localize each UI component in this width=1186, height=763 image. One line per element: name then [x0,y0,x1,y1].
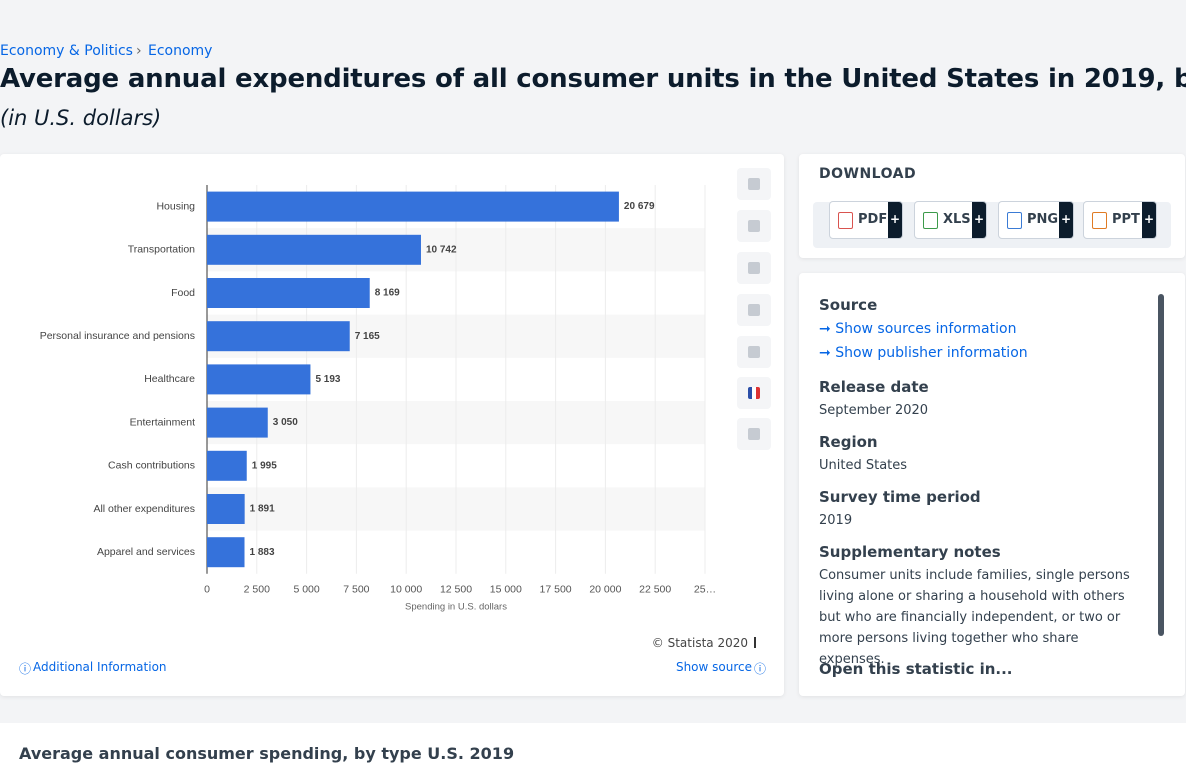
page-title: Average annual expenditures of all consu… [0,64,1186,94]
show-source-link[interactable]: Show source [675,660,752,674]
x-tick-label: 20 000 [589,584,621,596]
additional-info-link[interactable]: Additional Information [33,660,167,674]
bar [207,494,245,524]
info-icon: ⓘ [19,662,32,676]
data-label: 5 193 [315,374,340,385]
scrollbar[interactable] [1158,294,1164,636]
button-label: XLS [943,212,971,227]
x-tick-label: 17 500 [540,584,572,596]
breadcrumb-link[interactable]: Economy & Politics [0,43,133,59]
breadcrumb-separator: › [136,43,142,59]
x-tick-label: 15 000 [490,584,522,596]
button-label: PDF [858,212,888,227]
data-label: 20 679 [624,201,655,212]
detail-text: September 2020 [819,403,929,418]
button-label: PPT [1112,212,1140,227]
print-button[interactable] [737,418,771,450]
detail-text: United States [819,458,908,473]
detail-heading: Region [819,433,878,451]
publisher-link[interactable]: ➞ Show publisher information [819,345,1028,361]
x-tick-label: 2 500 [244,584,270,596]
x-tick-label: 25… [694,584,716,596]
info-icon: ⓘ [753,662,766,676]
favorite-button[interactable] [737,168,771,200]
download-button[interactable]: PDF + [829,201,903,239]
share-button[interactable] [737,294,771,326]
detail-text: 2019 [819,513,853,528]
file-icon [923,212,938,229]
related-title[interactable]: Average annual consumer spending, by typ… [19,744,515,763]
link-text[interactable]: Show publisher information [835,345,1028,361]
flag-icon[interactable] [754,637,766,648]
x-axis-label: Spending in U.S. dollars [405,601,507,612]
chart-card: 0 2 500 5 000 7 500 10 000 12 500 15 000 17 500… [0,154,784,696]
x-tick-label: 7 500 [343,584,369,596]
x-tick-label: 12 500 [440,584,472,596]
download-title: DOWNLOAD [819,166,917,182]
page-subtitle: (in U.S. dollars) [0,106,162,130]
language-button[interactable] [737,377,771,409]
alert-button[interactable] [737,210,771,242]
plus[interactable]: + [888,202,902,238]
y-tick-label: Entertainment [130,416,195,428]
x-tick-label: 0 [204,584,210,596]
details-card: Source ➞ Show sources information ➞ Show… [799,273,1185,696]
button-label: PNG [1027,212,1059,227]
data-label: 1 883 [250,547,275,558]
bar [207,278,370,308]
settings-button[interactable] [737,252,771,284]
data-label: 8 169 [375,288,400,299]
download-card: DOWNLOAD PDF + XLS + PNG + PPT + [799,154,1185,258]
bar [207,321,350,352]
plus[interactable]: + [1059,202,1073,238]
related-card [0,723,1186,763]
breadcrumb-link[interactable]: Economy [148,43,213,59]
detail-heading: Supplementary notes [819,543,1001,561]
download-button[interactable]: PPT + [1083,201,1157,239]
y-tick-label: Cash contributions [108,460,195,472]
x-tick-label: 22 500 [639,584,671,596]
sources-link[interactable]: ➞ Show sources information [819,321,1017,337]
y-tick-label: Healthcare [144,373,195,385]
download-button[interactable]: XLS + [914,201,987,239]
x-tick-label: 10 000 [390,584,422,596]
file-icon [838,212,853,229]
data-label: 10 742 [426,244,457,255]
y-tick-label: Personal insurance and pensions [40,330,195,342]
file-icon [1092,212,1107,229]
open-heading: Open this statistic in... [819,660,1013,677]
data-label: 3 050 [273,417,298,428]
source-heading: Source [819,296,878,314]
data-label: 1 995 [252,460,277,471]
x-tick-label: 5 000 [293,584,319,596]
plus[interactable]: + [972,202,986,238]
bar [207,450,247,481]
link-text[interactable]: Show sources information [835,321,1017,337]
bar [207,191,619,222]
detail-heading: Release date [819,378,929,396]
chart: 0 2 500 5 000 7 500 10 000 12 500 15 000 17 500… [40,185,716,612]
data-label: 1 891 [250,504,275,515]
y-tick-label: Transportation [128,244,195,256]
bar [207,364,311,395]
copyright: © Statista 2020 [651,636,748,650]
y-tick-label: All other expenditures [93,503,195,515]
y-tick-label: Apparel and services [97,546,195,558]
data-label: 7 165 [355,331,380,342]
cite-button[interactable] [737,336,771,368]
download-button[interactable]: PNG + [998,201,1074,239]
y-tick-label: Housing [156,200,195,212]
bar [207,537,245,568]
detail-heading: Survey time period [819,488,981,506]
bar [207,407,268,438]
bar [207,234,421,265]
y-tick-label: Food [171,287,195,299]
plus[interactable]: + [1142,202,1156,238]
detail-text: Consumer units include families, single … [819,568,1130,667]
file-icon [1007,212,1022,229]
